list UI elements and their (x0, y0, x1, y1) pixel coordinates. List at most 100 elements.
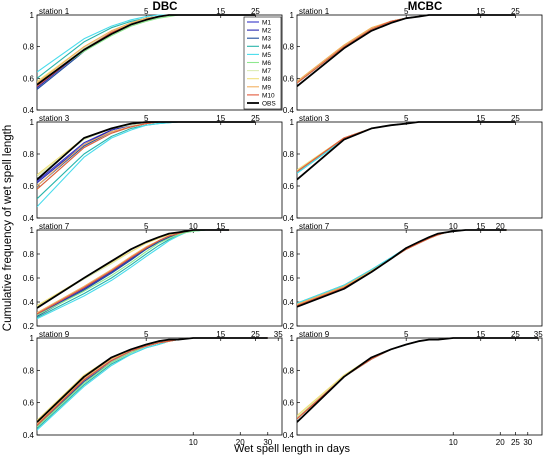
station-title: station 1 (39, 7, 70, 16)
series-group (37, 14, 256, 90)
series-group (37, 121, 256, 208)
x-tick-label: 20 (496, 222, 505, 231)
y-tick-label: 0.6 (283, 399, 295, 408)
y-tick-label: 0.8 (23, 150, 35, 159)
x-tick-label: 15 (476, 222, 485, 231)
x-tick-label: 25 (511, 7, 520, 16)
y-tick-label: 0.8 (23, 366, 35, 375)
y-tick-label: 0.8 (283, 250, 295, 259)
legend-label-m10: M10 (262, 92, 275, 99)
y-tick-label: 0.2 (23, 322, 35, 331)
bottom-x-tick-label: 30 (523, 438, 532, 447)
legend-label-m7: M7 (262, 68, 271, 75)
plot-frame (36, 121, 283, 219)
y-tick-label: 0.6 (283, 182, 295, 191)
y-tick-label: 0.4 (23, 431, 35, 440)
x-tick-label: 5 (404, 114, 409, 123)
x-tick-label: 15 (216, 330, 225, 339)
x-tick-label: 15 (476, 7, 485, 16)
y-tick-label: 0.4 (283, 214, 295, 223)
station-title: station 3 (39, 114, 70, 123)
x-tick-label: 15 (476, 330, 485, 339)
x-tick-label: 25 (251, 330, 260, 339)
series-line-obs (37, 337, 268, 423)
y-tick-label: 0.8 (283, 366, 295, 375)
series-group (37, 337, 268, 431)
bottom-x-tick-label: 25 (511, 438, 520, 447)
plot-frame (36, 14, 283, 111)
y-tick-label: 1 (30, 118, 35, 127)
x-tick-label: 5 (144, 330, 149, 339)
station-title: station 1 (299, 7, 330, 16)
y-tick-label: 0.8 (23, 43, 35, 52)
x-tick-label: 15 (476, 114, 485, 123)
plot-frame (36, 229, 283, 327)
x-tick-label: 5 (404, 222, 409, 231)
series-line-obs (37, 14, 256, 86)
x-axis-label: Wet spell length in days (234, 443, 350, 455)
series-line-obs (297, 229, 507, 308)
station-title: station 7 (39, 222, 70, 231)
y-tick-label: 1 (290, 226, 295, 235)
station-title: station 9 (39, 330, 70, 339)
legend-label-m4: M4 (262, 44, 271, 51)
y-tick-label: 1 (30, 226, 35, 235)
series-group (297, 229, 507, 308)
y-tick-label: 1 (30, 11, 35, 20)
x-tick-label: 35 (274, 330, 283, 339)
x-tick-label: 15 (216, 7, 225, 16)
x-tick-label: 25 (511, 330, 520, 339)
station-title: station 3 (299, 114, 330, 123)
y-tick-label: 0.6 (23, 74, 35, 83)
bottom-x-tick-label: 20 (496, 438, 505, 447)
legend-label-m3: M3 (262, 36, 271, 43)
x-tick-label: 15 (216, 114, 225, 123)
y-tick-label: 0.6 (283, 74, 295, 83)
legend-label-m8: M8 (262, 76, 271, 83)
bottom-x-tick-label: 10 (449, 438, 458, 447)
y-tick-label: 0.8 (283, 150, 295, 159)
x-tick-label: 5 (404, 330, 409, 339)
y-axis-label: Cumulative frequency of wet spell length (2, 125, 14, 331)
bottom-x-tick-label: 10 (189, 438, 198, 447)
x-tick-label: 15 (216, 222, 225, 231)
bottom-x-tick-label: 30 (263, 438, 272, 447)
legend-label-m9: M9 (262, 84, 271, 91)
y-tick-label: 0.6 (23, 399, 35, 408)
station-title: station 7 (299, 222, 330, 231)
y-tick-label: 0.4 (283, 298, 295, 307)
y-tick-label: 1 (290, 334, 295, 343)
x-tick-label: 25 (251, 7, 260, 16)
legend-label-m1: M1 (262, 20, 271, 27)
series-line-obs (37, 229, 230, 309)
y-tick-label: 0.4 (23, 214, 35, 223)
x-tick-label: 5 (144, 114, 149, 123)
legend-label-obs: OBS (262, 101, 276, 108)
x-tick-label: 5 (404, 7, 409, 16)
x-tick-label: 10 (449, 222, 458, 231)
y-tick-label: 0.8 (283, 43, 295, 52)
y-tick-label: 0.4 (283, 431, 295, 440)
series-line-obs (297, 337, 539, 423)
legend-label-m5: M5 (262, 52, 271, 59)
x-tick-label: 25 (251, 114, 260, 123)
y-tick-label: 0.2 (283, 322, 295, 331)
plot-frame (296, 337, 543, 436)
series-line-obs (297, 14, 516, 87)
legend-label-m6: M6 (262, 60, 271, 67)
y-tick-label: 0.8 (23, 250, 35, 259)
x-tick-label: 35 (534, 330, 543, 339)
y-tick-label: 1 (290, 118, 295, 127)
column-title-mcbc: MCBC (408, 1, 443, 13)
series-group (297, 14, 516, 87)
x-tick-label: 5 (144, 222, 149, 231)
